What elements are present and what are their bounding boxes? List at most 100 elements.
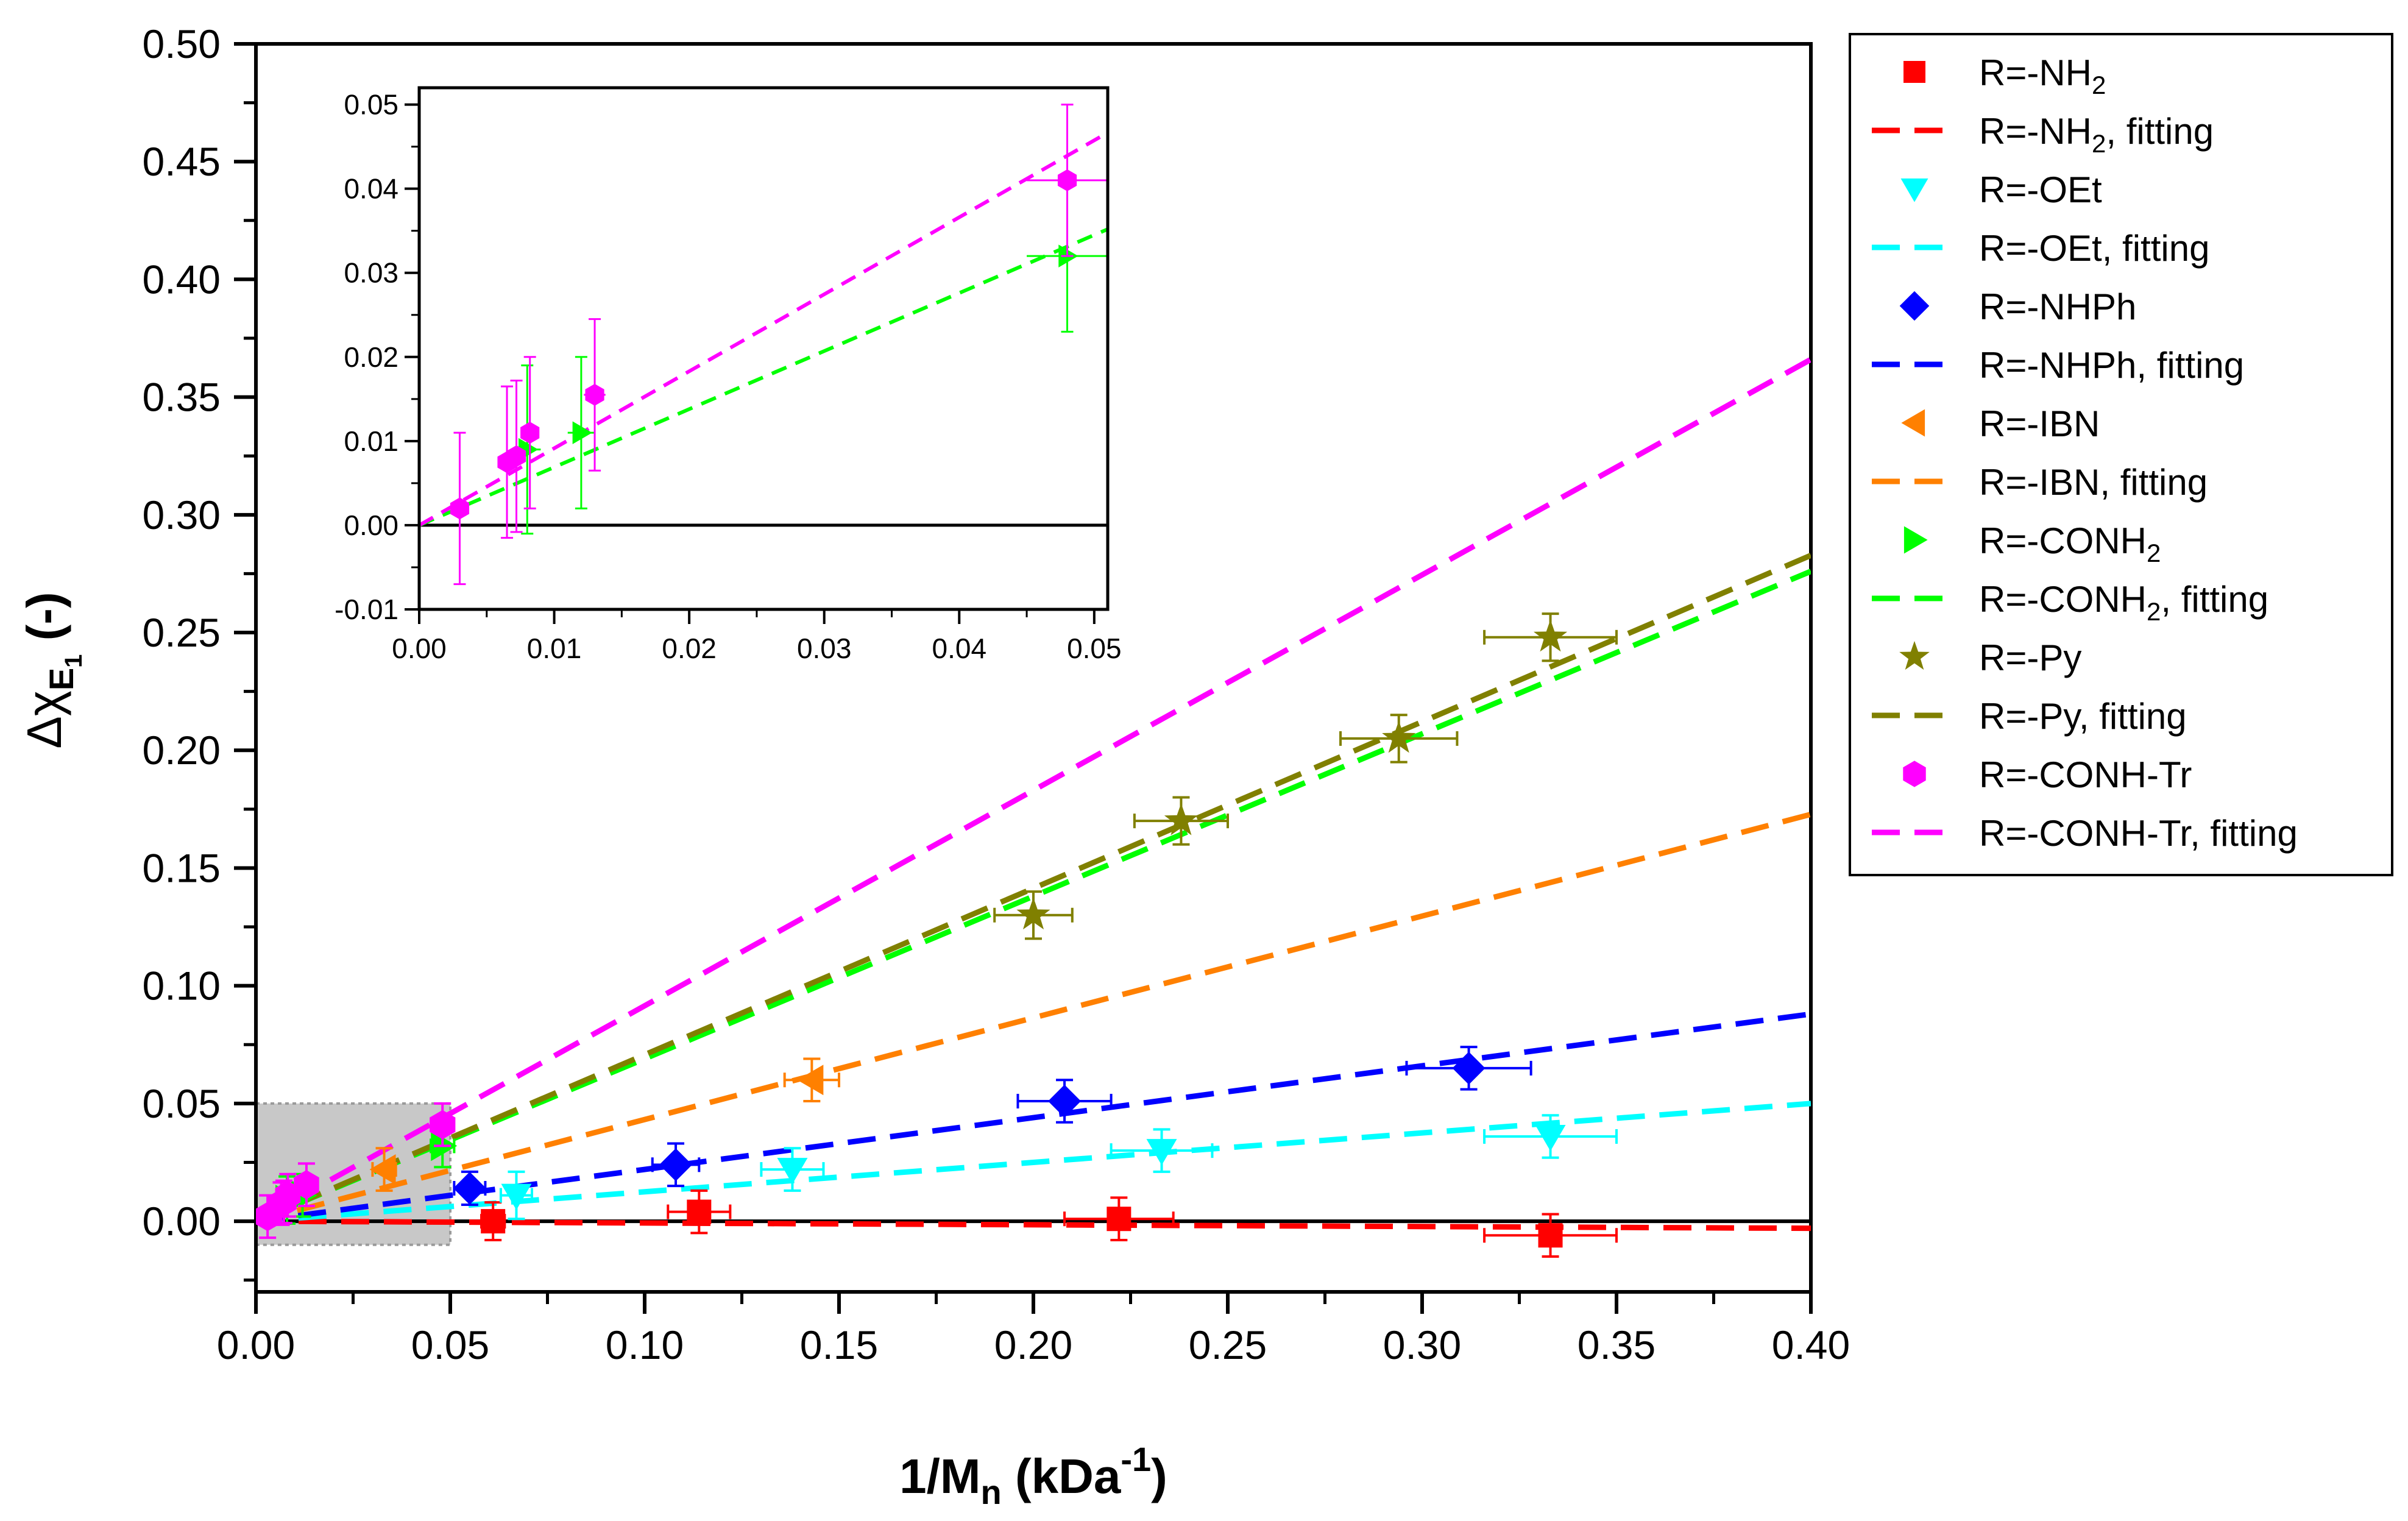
x-tick-label: 0.25 (1189, 1322, 1267, 1367)
legend-fit-suffix: , fitting (2102, 228, 2210, 269)
y-tick-label: 0.00 (143, 1199, 221, 1244)
inset-y-tick-label: 0.02 (344, 341, 398, 373)
data-point (1535, 1124, 1566, 1151)
x-tick-label: 0.15 (800, 1322, 878, 1367)
y-tick-label: 0.35 (143, 375, 221, 420)
x-axis-title: 1/Mn (kDa-1) (899, 1440, 1167, 1511)
y-axis-title-base: Δχ (17, 690, 71, 748)
inset-x-tick-label: 0.05 (1067, 633, 1122, 664)
legend-fit-suffix: , fitting (2079, 696, 2187, 737)
y-axis-title-subsub: 1 (60, 654, 87, 668)
inset-series (419, 104, 1108, 586)
legend-label-name: R=-Py (1979, 637, 2081, 678)
data-point (1048, 1085, 1082, 1118)
data-point (1107, 1207, 1131, 1232)
data-point (1382, 720, 1416, 753)
y-tick-label: 0.15 (143, 845, 221, 890)
data-point (1146, 1139, 1177, 1166)
legend-label: R=-CONH2 (1979, 520, 2161, 567)
y-tick-label: 0.50 (143, 21, 221, 66)
legend-fit-name: R=-CONH (1979, 579, 2147, 620)
legend-label: R=-Py (1979, 637, 2081, 678)
legend-fit-label: R=-NHPh, fitting (1979, 345, 2244, 386)
data-point (1016, 897, 1050, 930)
inset-data-point (1057, 169, 1077, 191)
inset-data-point (450, 497, 470, 520)
legend-label-sub: 2 (2092, 71, 2106, 99)
x-tick-label: 0.35 (1578, 1322, 1656, 1367)
legend-box (1849, 33, 2393, 876)
x-tick-label: 0.10 (606, 1322, 684, 1367)
inset-fit-line (419, 131, 1108, 527)
legend-label-name: R=-IBN (1979, 403, 2100, 444)
inset-y-tick-label: 0.03 (344, 257, 398, 289)
data-point (430, 1110, 456, 1140)
legend-label-name: R=-NHPh (1979, 286, 2136, 327)
y-axis-title-sub: E (42, 668, 80, 690)
data-point (369, 1154, 396, 1185)
inset-x-tick-label: 0.02 (662, 633, 717, 664)
fit-line (256, 811, 1811, 1224)
x-axis-title-close: ) (1151, 1449, 1167, 1503)
x-tick-label: 0.20 (994, 1322, 1072, 1367)
data-point (294, 1170, 319, 1200)
data-point (687, 1199, 712, 1224)
legend-label-name: R=-NH (1979, 52, 2092, 93)
legend-fit-label: R=-IBN, fitting (1979, 462, 2208, 503)
inset-frame (417, 86, 1110, 611)
data-point (1164, 803, 1199, 835)
legend-marker (1903, 760, 1926, 787)
y-tick-label: 0.30 (143, 492, 221, 537)
y-tick-label: 0.10 (143, 963, 221, 1009)
fit-line (256, 553, 1811, 1224)
inset-fit-line (419, 227, 1108, 527)
legend-marker (1899, 291, 1930, 321)
legend-fit-name: R=-CONH-Tr (1979, 813, 2191, 854)
legend-marker (1903, 526, 1928, 554)
x-axis-title-unit: (kDa (1002, 1449, 1121, 1503)
legend-label: R=-CONH-Tr (1979, 754, 2192, 795)
legend-label-name: R=-CONH-Tr (1979, 754, 2192, 795)
data-point (1452, 1051, 1486, 1085)
inset-x-tick-label: 0.04 (932, 633, 987, 664)
x-tick-label: 0.00 (217, 1322, 295, 1367)
legend-marker (1899, 640, 1930, 670)
legend-label: R=-NHPh (1979, 286, 2136, 327)
inset-data-point (585, 383, 604, 406)
legend-fit-label: R=-CONH-Tr, fitting (1979, 813, 2298, 854)
x-tick-label: 0.30 (1383, 1322, 1461, 1367)
y-tick-label: 0.25 (143, 610, 221, 655)
legend-label: R=-IBN (1979, 403, 2100, 444)
legend-label: R=-NH2 (1979, 52, 2106, 99)
inset-x-tick-label: 0.00 (392, 633, 447, 664)
x-tick-label: 0.40 (1772, 1322, 1850, 1367)
legend-marker (1901, 409, 1925, 437)
y-tick-label: 0.40 (143, 257, 221, 302)
x-axis-title-sup: -1 (1121, 1440, 1151, 1478)
x-axis-title-sub: n (981, 1473, 1002, 1511)
data-point (1533, 619, 1568, 652)
data-point (777, 1158, 808, 1185)
legend-fit-name: R=-IBN (1979, 462, 2100, 503)
legend-fit-suffix: , fitting (2100, 462, 2208, 503)
y-axis-title-unit: (-) (17, 592, 71, 654)
data-point (501, 1183, 532, 1210)
data-point (797, 1065, 824, 1096)
inset-y-tick-label: 0.05 (344, 89, 398, 121)
inset-x-tick-label: 0.01 (527, 633, 582, 664)
inset-x-tick-label: 0.03 (797, 633, 852, 664)
legend-fit-name: R=-NH (1979, 111, 2092, 152)
legend-fit-label: R=-NH2, fitting (1979, 111, 2214, 158)
x-tick-label: 0.05 (411, 1322, 489, 1367)
inset-y-tick-label: 0.00 (344, 509, 398, 541)
legend-fit-suffix: , fitting (2161, 579, 2268, 620)
data-points (256, 612, 1618, 1258)
legend-fit-suffix: , fitting (2190, 813, 2298, 854)
legend-label-name: R=-CONH (1979, 520, 2147, 561)
inset-y-tick-label: 0.04 (344, 173, 398, 205)
inset-background (419, 88, 1108, 609)
inset-data-point (520, 422, 540, 444)
legend-fit-sub: 2 (2147, 597, 2161, 626)
legend-fit-label: R=-Py, fitting (1979, 696, 2187, 737)
